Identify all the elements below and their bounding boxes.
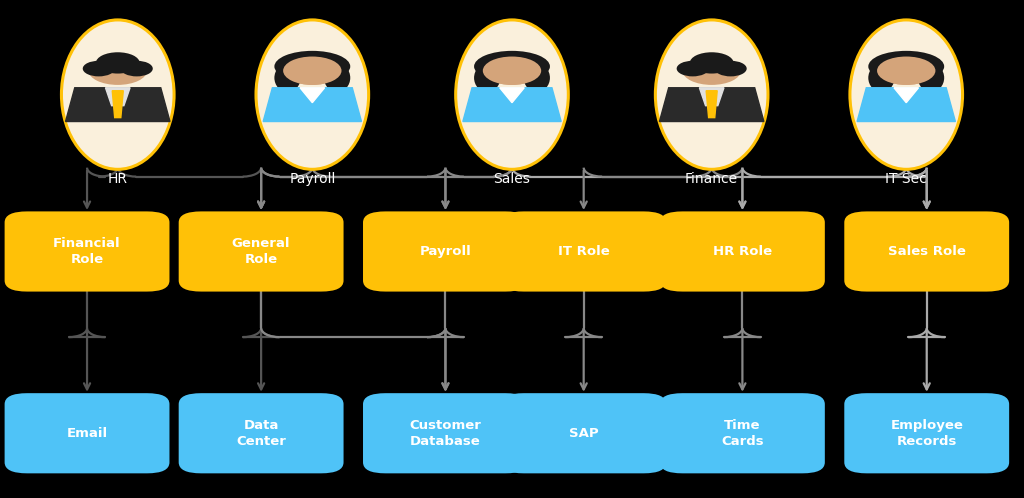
Text: IT Role: IT Role bbox=[558, 245, 609, 258]
FancyBboxPatch shape bbox=[501, 393, 666, 473]
Polygon shape bbox=[857, 88, 955, 122]
Text: Email: Email bbox=[67, 427, 108, 440]
Circle shape bbox=[121, 61, 153, 76]
Text: Time
Cards: Time Cards bbox=[721, 419, 764, 448]
Ellipse shape bbox=[256, 20, 369, 169]
Circle shape bbox=[877, 56, 936, 85]
Circle shape bbox=[682, 56, 740, 85]
FancyBboxPatch shape bbox=[178, 393, 343, 473]
Text: Financial
Role: Financial Role bbox=[53, 237, 121, 266]
FancyBboxPatch shape bbox=[178, 212, 343, 292]
Polygon shape bbox=[113, 91, 123, 118]
Polygon shape bbox=[66, 88, 170, 122]
Text: SAP: SAP bbox=[569, 427, 598, 440]
FancyBboxPatch shape bbox=[5, 212, 169, 292]
Polygon shape bbox=[500, 88, 524, 103]
Ellipse shape bbox=[324, 64, 350, 92]
Polygon shape bbox=[105, 88, 130, 106]
FancyBboxPatch shape bbox=[362, 212, 528, 292]
Ellipse shape bbox=[850, 20, 963, 169]
Polygon shape bbox=[659, 88, 764, 122]
Circle shape bbox=[96, 52, 139, 74]
FancyBboxPatch shape bbox=[844, 393, 1010, 473]
Text: HR Role: HR Role bbox=[713, 245, 772, 258]
Circle shape bbox=[690, 52, 733, 74]
Circle shape bbox=[283, 56, 342, 85]
Polygon shape bbox=[707, 91, 717, 118]
Ellipse shape bbox=[868, 51, 944, 82]
FancyBboxPatch shape bbox=[659, 393, 824, 473]
Ellipse shape bbox=[655, 20, 768, 169]
Circle shape bbox=[483, 56, 541, 85]
Text: General
Role: General Role bbox=[231, 237, 291, 266]
Ellipse shape bbox=[456, 20, 568, 169]
Text: Customer
Database: Customer Database bbox=[410, 419, 481, 448]
Circle shape bbox=[89, 56, 147, 85]
Polygon shape bbox=[894, 88, 919, 103]
Text: Finance: Finance bbox=[685, 172, 738, 186]
Polygon shape bbox=[699, 88, 724, 106]
FancyBboxPatch shape bbox=[844, 212, 1010, 292]
Text: Payroll: Payroll bbox=[289, 172, 336, 186]
Circle shape bbox=[83, 61, 115, 76]
Ellipse shape bbox=[868, 64, 895, 92]
Text: IT Sec: IT Sec bbox=[886, 172, 927, 186]
FancyBboxPatch shape bbox=[659, 212, 824, 292]
Text: Employee
Records: Employee Records bbox=[890, 419, 964, 448]
FancyBboxPatch shape bbox=[501, 212, 666, 292]
Circle shape bbox=[877, 56, 936, 85]
FancyBboxPatch shape bbox=[362, 393, 528, 473]
Ellipse shape bbox=[474, 51, 550, 82]
Text: Sales: Sales bbox=[494, 172, 530, 186]
Circle shape bbox=[283, 56, 342, 85]
Text: HR: HR bbox=[108, 172, 128, 186]
FancyBboxPatch shape bbox=[5, 393, 169, 473]
Ellipse shape bbox=[474, 64, 501, 92]
Circle shape bbox=[483, 56, 541, 85]
Text: Sales Role: Sales Role bbox=[888, 245, 966, 258]
Circle shape bbox=[715, 61, 746, 76]
Ellipse shape bbox=[61, 20, 174, 169]
Polygon shape bbox=[263, 88, 361, 122]
Ellipse shape bbox=[274, 51, 350, 82]
Ellipse shape bbox=[523, 64, 550, 92]
Text: Data
Center: Data Center bbox=[237, 419, 286, 448]
Text: Payroll: Payroll bbox=[420, 245, 471, 258]
Ellipse shape bbox=[274, 64, 301, 92]
Circle shape bbox=[677, 61, 709, 76]
Ellipse shape bbox=[918, 64, 944, 92]
Polygon shape bbox=[300, 88, 325, 103]
Polygon shape bbox=[463, 88, 561, 122]
